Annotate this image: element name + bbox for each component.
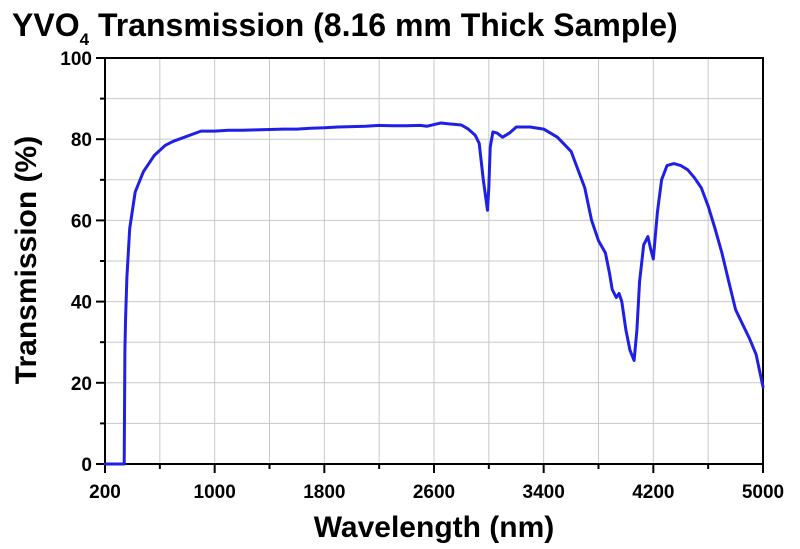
x-tick-label: 200 <box>89 482 121 503</box>
chart-title-subscript: 4 <box>80 30 90 49</box>
y-tick-label: 60 <box>71 211 92 232</box>
y-axis-title: Transmission (%) <box>10 136 43 384</box>
transmission-curve <box>103 121 765 466</box>
y-tick-label: 40 <box>71 293 92 314</box>
y-tick-label: 0 <box>81 455 92 476</box>
chart-title: YVO4 Transmission (8.16 mm Thick Sample) <box>12 7 678 49</box>
x-tick-label: 3400 <box>523 482 565 503</box>
y-tick-label: 80 <box>71 130 92 151</box>
y-tick-label: 100 <box>60 49 92 70</box>
x-tick-label: 2600 <box>413 482 455 503</box>
chart-title-main: YVO <box>12 7 80 43</box>
ticks <box>96 57 764 473</box>
x-tick-label: 1000 <box>194 482 236 503</box>
x-tick-label: 4200 <box>632 482 674 503</box>
series-layer <box>103 121 765 466</box>
grid <box>105 58 763 464</box>
x-tick-label: 1800 <box>303 482 345 503</box>
x-tick-labels: 200 1000 1800 2600 3400 4200 5000 <box>89 482 784 503</box>
chart-title-rest: Transmission (8.16 mm Thick Sample) <box>89 7 678 43</box>
x-tick-label: 5000 <box>742 482 784 503</box>
x-axis-title: Wavelength (nm) <box>314 511 555 544</box>
y-tick-label: 20 <box>71 374 92 395</box>
y-tick-labels: 0 20 40 60 80 100 <box>60 49 92 476</box>
